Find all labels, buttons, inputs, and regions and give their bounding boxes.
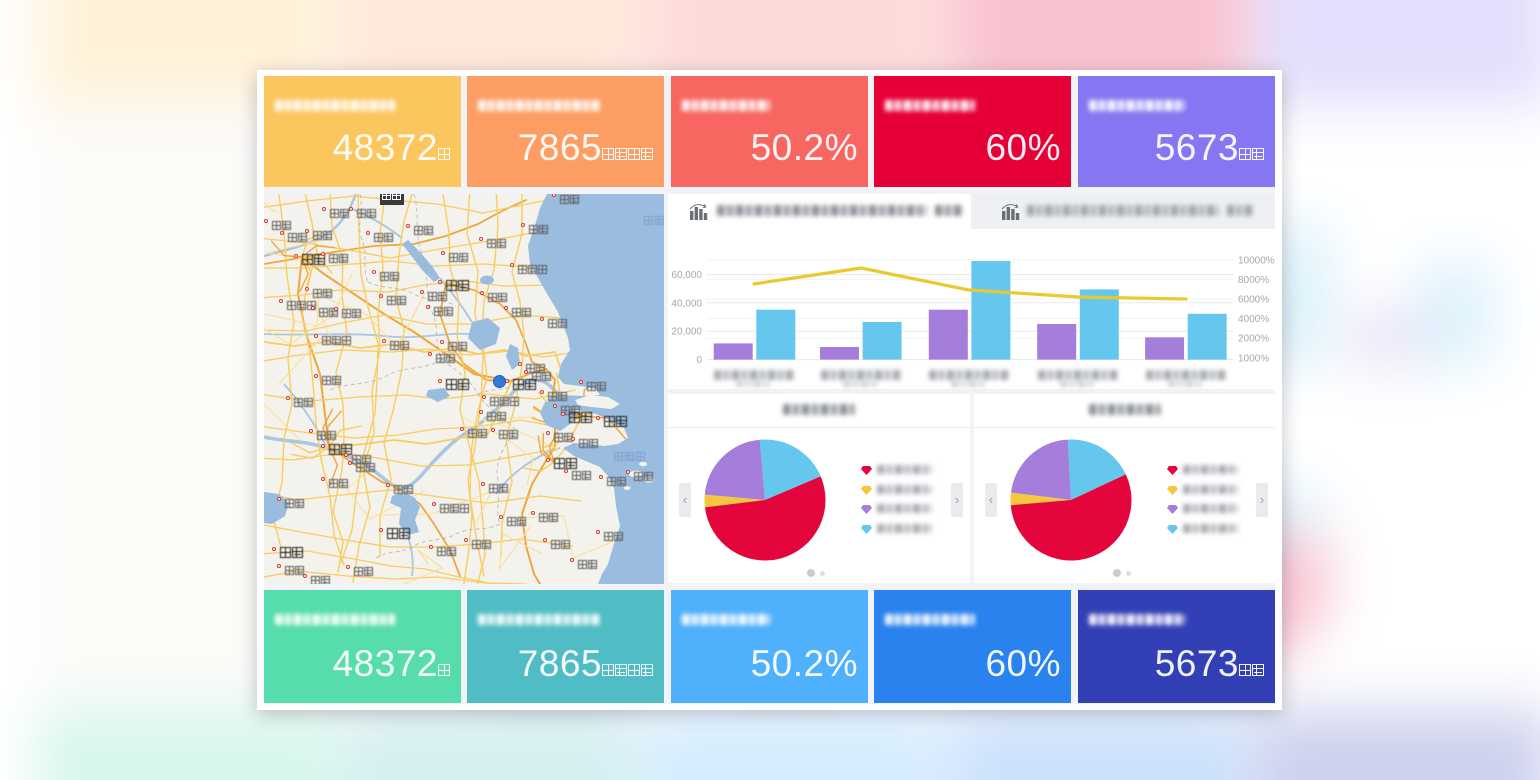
svg-text:2000%: 2000%	[1238, 334, 1269, 345]
svg-text:60,000: 60,000	[671, 270, 702, 281]
svg-text:10000%: 10000%	[1238, 255, 1275, 266]
svg-text:4000%: 4000%	[1238, 314, 1269, 325]
svg-text:0: 0	[696, 355, 702, 366]
svg-text:20,000: 20,000	[671, 327, 702, 338]
svg-text:8000%: 8000%	[1238, 275, 1269, 286]
svg-text:1000%: 1000%	[1238, 353, 1269, 364]
svg-text:40,000: 40,000	[671, 298, 702, 309]
svg-text:6000%: 6000%	[1238, 295, 1269, 306]
